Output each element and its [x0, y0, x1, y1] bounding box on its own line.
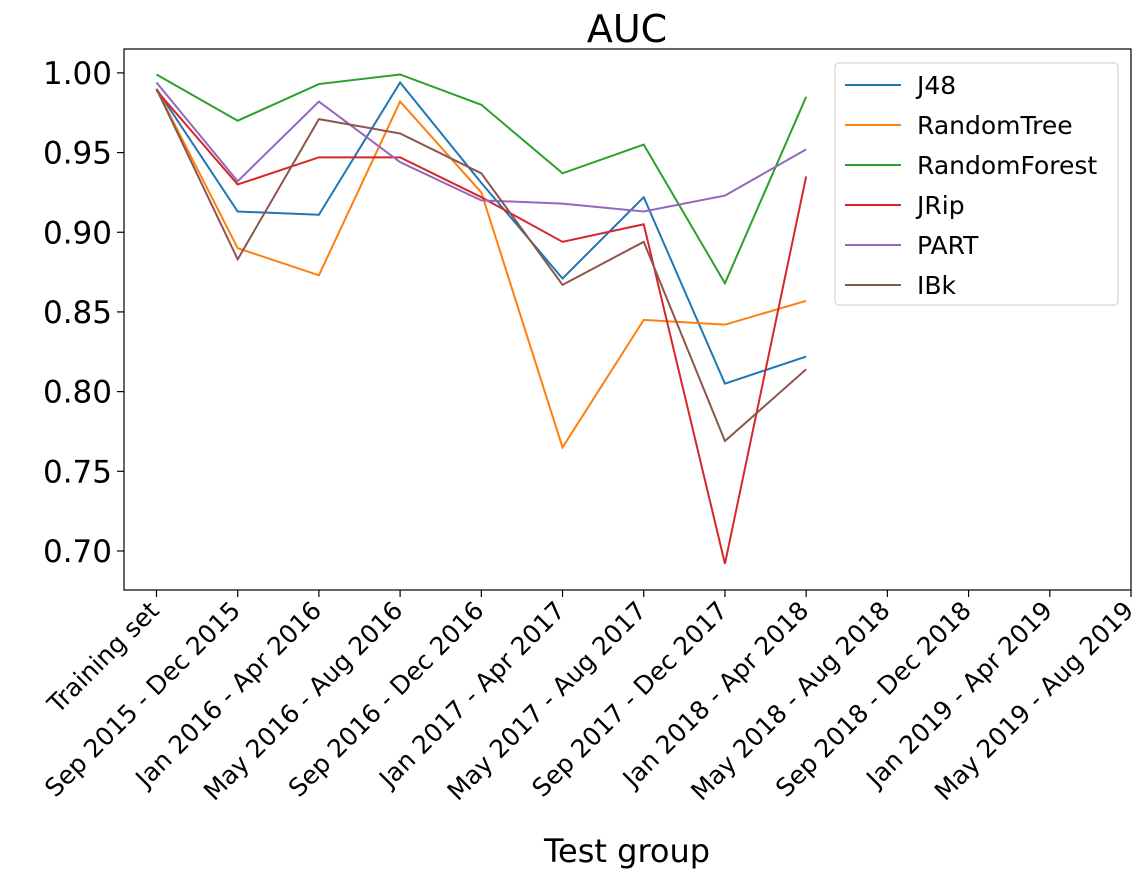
legend-label: JRip — [915, 191, 965, 220]
x-axis-label: Test group — [543, 832, 710, 870]
legend-box — [834, 62, 1119, 306]
series-line — [155, 73, 808, 286]
y-tick-label: 0.75 — [43, 454, 112, 490]
legend-label: IBk — [917, 271, 957, 300]
series-line — [155, 88, 807, 443]
chart-title: AUC — [587, 7, 667, 51]
y-tick-label: 0.85 — [43, 295, 112, 331]
y-tick-label: 0.80 — [43, 375, 112, 411]
legend-label: PART — [917, 231, 979, 260]
plot-frame — [123, 48, 1132, 591]
y-tick-label: 0.90 — [43, 215, 112, 251]
legend-label: RandomForest — [917, 151, 1097, 180]
series-line — [155, 88, 807, 450]
y-tick-label: 1.00 — [43, 56, 112, 92]
series-line — [155, 81, 807, 213]
legend-label: RandomTree — [917, 111, 1073, 140]
y-tick-label: 0.70 — [43, 534, 112, 570]
y-tick-label: 0.95 — [43, 136, 112, 172]
legend: J48 RandomTree RandomForest JRip PART IBk — [834, 62, 1119, 306]
legend-label: J48 — [915, 71, 956, 100]
series-line — [155, 89, 808, 564]
